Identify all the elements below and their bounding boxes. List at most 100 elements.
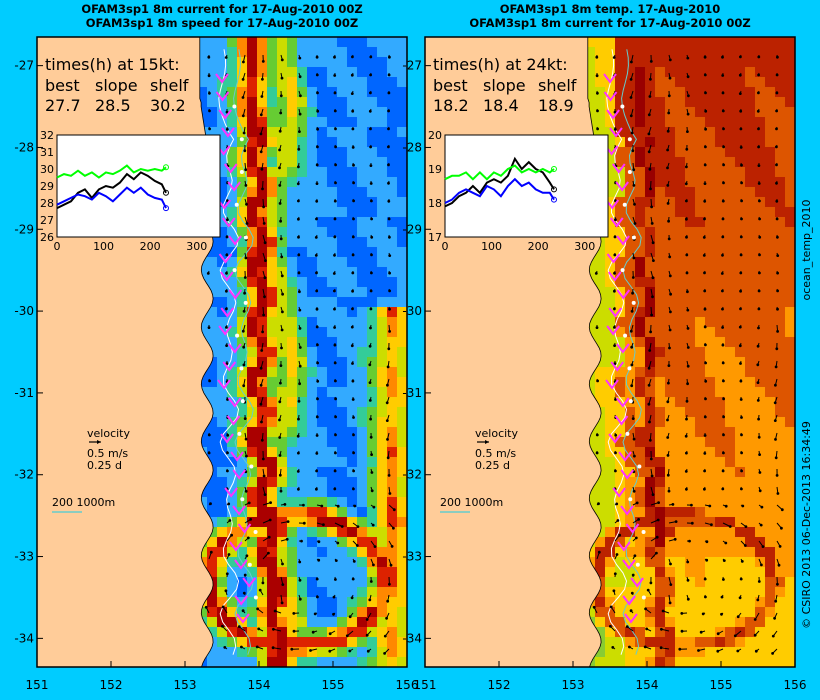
field-cell bbox=[685, 387, 696, 398]
current-arrowhead bbox=[244, 489, 248, 493]
field-cell bbox=[287, 87, 298, 98]
field-cell bbox=[595, 497, 606, 508]
current-arrowhead bbox=[297, 451, 300, 455]
field-cell bbox=[745, 137, 756, 148]
field-cell bbox=[387, 387, 398, 398]
field-cell bbox=[387, 157, 398, 168]
field-cell bbox=[357, 367, 368, 378]
field-cell bbox=[377, 327, 388, 338]
current-arrowhead bbox=[368, 598, 372, 602]
current-arrowhead bbox=[257, 627, 261, 631]
field-cell bbox=[257, 507, 268, 518]
field-cell bbox=[735, 167, 746, 178]
current-arrowhead bbox=[350, 325, 354, 329]
route-chevron bbox=[217, 379, 231, 390]
field-cell bbox=[645, 167, 656, 178]
field-cell bbox=[327, 477, 338, 488]
field-cell bbox=[227, 507, 238, 518]
field-cell bbox=[237, 197, 248, 208]
field-cell bbox=[367, 647, 378, 658]
current-arrowhead bbox=[259, 366, 263, 370]
field-cell bbox=[765, 277, 776, 288]
field-cell bbox=[217, 277, 228, 288]
field-cell bbox=[705, 237, 716, 248]
field-cell bbox=[347, 437, 358, 448]
field-cell bbox=[745, 117, 756, 128]
field-cell bbox=[775, 387, 786, 398]
current-arrowhead bbox=[259, 113, 263, 117]
field-cell bbox=[387, 547, 398, 558]
field-cell bbox=[665, 417, 676, 428]
field-cell bbox=[367, 357, 378, 368]
field-cell bbox=[705, 117, 716, 128]
field-cell bbox=[277, 157, 288, 168]
field-cell bbox=[675, 127, 686, 138]
field-cell bbox=[765, 147, 776, 158]
current-arrowhead bbox=[226, 433, 230, 437]
field-cell bbox=[257, 337, 268, 348]
field-cell bbox=[257, 267, 268, 278]
current-arrowhead bbox=[278, 148, 281, 152]
current-arrowhead bbox=[348, 615, 352, 619]
field-cell bbox=[347, 127, 358, 138]
field-cell bbox=[765, 417, 776, 428]
field-cell bbox=[665, 247, 676, 258]
current-arrowhead bbox=[388, 289, 391, 293]
current-arrowhead bbox=[237, 625, 241, 628]
field-cell bbox=[755, 297, 766, 308]
field-cell bbox=[237, 477, 248, 488]
field-cell bbox=[307, 327, 318, 338]
field-cell bbox=[675, 177, 686, 188]
field-cell bbox=[755, 457, 766, 468]
field-cell bbox=[347, 607, 358, 618]
field-cell bbox=[217, 367, 228, 378]
field-cell bbox=[397, 147, 407, 158]
field-cell bbox=[615, 407, 626, 418]
field-cell bbox=[585, 67, 596, 78]
field-cell bbox=[595, 337, 606, 348]
field-cell bbox=[785, 507, 795, 518]
field-cell bbox=[377, 337, 388, 348]
field-cell bbox=[695, 237, 706, 248]
field-cell bbox=[237, 97, 248, 108]
field-cell bbox=[297, 387, 308, 398]
field-cell bbox=[645, 257, 656, 268]
field-cell bbox=[745, 317, 756, 328]
field-cell bbox=[277, 317, 288, 328]
field-cell bbox=[217, 567, 228, 578]
field-cell bbox=[387, 97, 398, 108]
field-cell bbox=[725, 37, 736, 48]
field-cell bbox=[247, 377, 258, 388]
field-cell bbox=[367, 297, 378, 308]
field-cell bbox=[367, 507, 378, 518]
field-cell bbox=[277, 527, 288, 538]
field-cell bbox=[745, 427, 756, 438]
current-arrowhead bbox=[278, 166, 281, 170]
field-cell bbox=[367, 37, 378, 48]
field-cell bbox=[327, 577, 338, 588]
field-cell bbox=[605, 407, 616, 418]
field-cell bbox=[665, 297, 676, 308]
field-cell bbox=[745, 197, 756, 208]
field-cell bbox=[367, 197, 378, 208]
field-cell bbox=[217, 637, 228, 648]
field-cell bbox=[635, 287, 646, 298]
field-cell bbox=[267, 657, 278, 667]
current-arrowhead bbox=[351, 55, 354, 59]
field-cell bbox=[217, 127, 228, 138]
field-cell bbox=[287, 237, 298, 248]
field-cell bbox=[287, 567, 298, 578]
field-cell bbox=[327, 107, 338, 118]
field-cell bbox=[595, 507, 606, 518]
field-cell bbox=[347, 597, 358, 608]
field-cell bbox=[237, 657, 248, 667]
field-cell bbox=[317, 107, 328, 118]
field-cell bbox=[605, 507, 616, 518]
field-cell bbox=[247, 37, 258, 48]
field-cell bbox=[765, 207, 776, 218]
field-cell bbox=[665, 367, 676, 378]
field-cell bbox=[237, 467, 248, 478]
field-cell bbox=[297, 367, 308, 378]
field-cell bbox=[307, 547, 318, 558]
field-cell bbox=[217, 397, 228, 408]
